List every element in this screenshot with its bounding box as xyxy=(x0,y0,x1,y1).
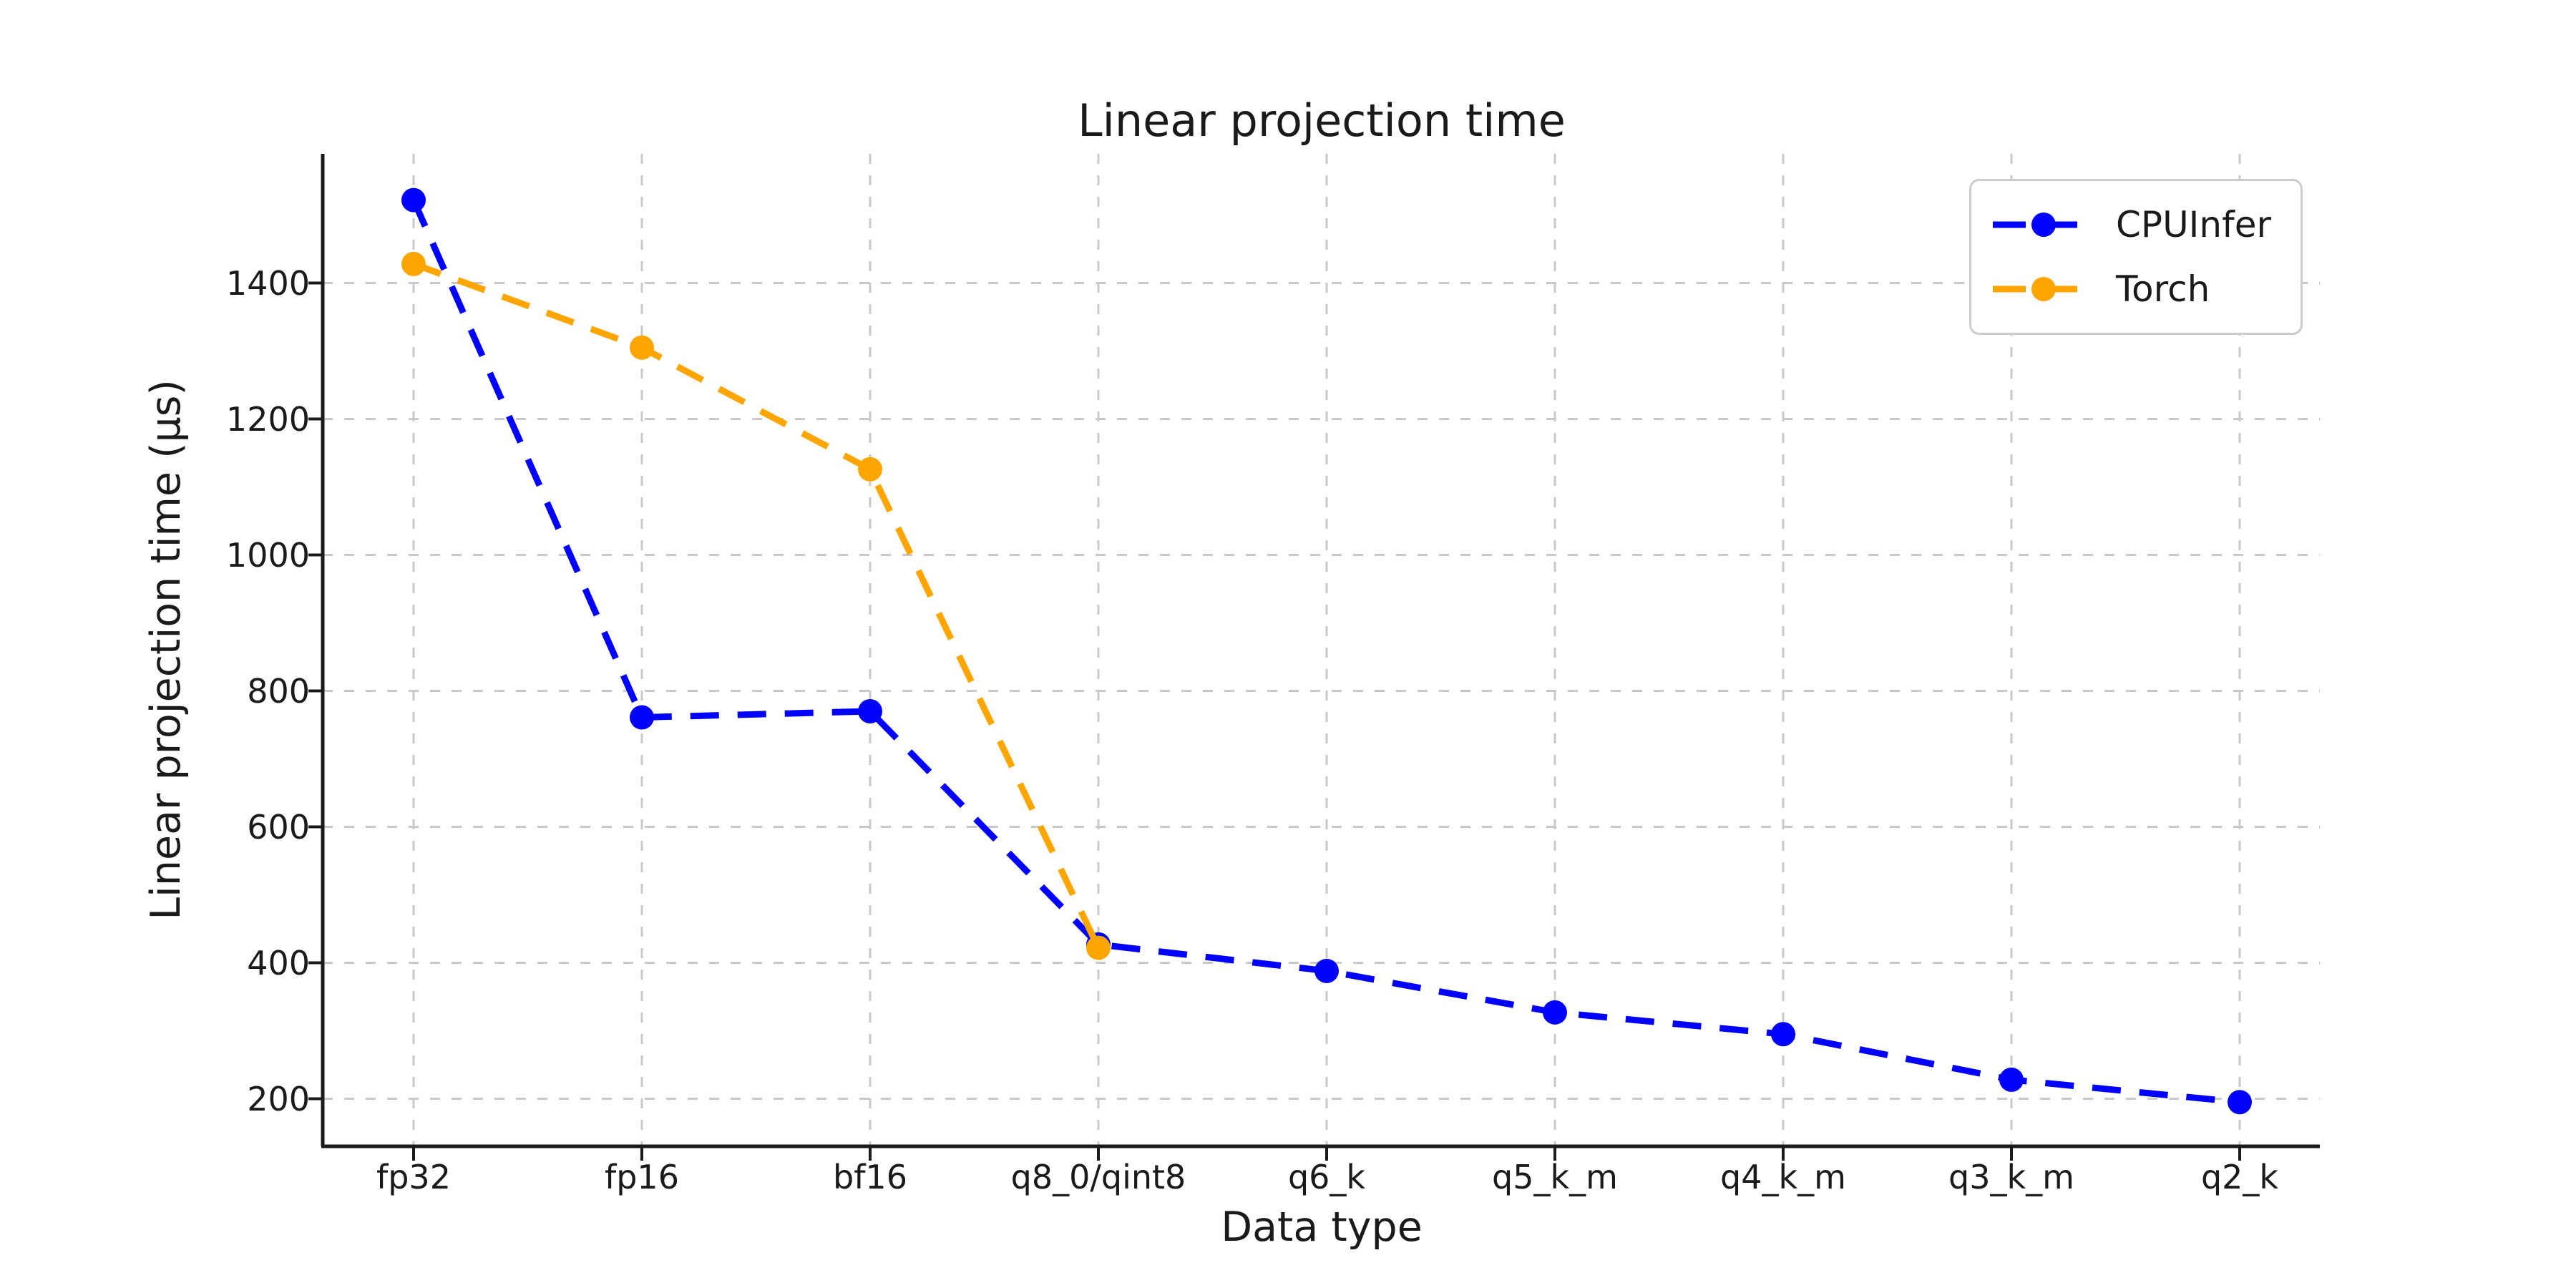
legend-label-torch: Torch xyxy=(2116,268,2210,310)
y-tick-label: 600 xyxy=(247,807,310,847)
x-tick-label: fp32 xyxy=(376,1158,451,1196)
data-point-marker-cpuinfer xyxy=(1999,1067,2024,1092)
data-point-marker-cpuinfer xyxy=(858,699,882,723)
data-point-marker-cpuinfer xyxy=(1543,1000,1567,1025)
legend-line-marker-torch-icon xyxy=(1993,277,2094,301)
legend: CPUInfer Torch xyxy=(1969,179,2303,335)
x-axis-label: Data type xyxy=(1221,1204,1423,1251)
series-line-torch xyxy=(412,260,1102,950)
y-tick-label: 800 xyxy=(247,671,310,711)
y-tick-label: 200 xyxy=(247,1079,310,1118)
x-tick-label: q5_k_m xyxy=(1492,1158,1618,1196)
x-tick-label: q6_k xyxy=(1287,1158,1366,1196)
legend-label-cpuinfer: CPUInfer xyxy=(2116,204,2272,245)
data-point-marker-torch xyxy=(858,457,882,482)
x-tick-label: fp16 xyxy=(605,1158,679,1196)
y-tick-label: 1400 xyxy=(225,263,310,303)
x-tick-label: q8_0/qint8 xyxy=(1010,1158,1186,1196)
y-tick-label: 1200 xyxy=(225,399,310,439)
x-tick-label: q3_k_m xyxy=(1948,1158,2074,1196)
x-tick-label: q4_k_m xyxy=(1720,1158,1846,1196)
legend-item-cpuinfer: CPUInfer xyxy=(1990,204,2301,245)
legend-item-torch: Torch xyxy=(1990,268,2301,310)
legend-line-marker-cpuinfer-icon xyxy=(1993,213,2094,237)
data-point-marker-cpuinfer xyxy=(2228,1090,2252,1115)
chart-title: Linear projection time xyxy=(1078,94,1566,147)
y-tick-label: 1000 xyxy=(225,535,310,575)
x-tick-label: bf16 xyxy=(833,1158,907,1196)
data-point-marker-cpuinfer xyxy=(1771,1022,1795,1047)
data-point-marker-cpuinfer xyxy=(630,705,654,730)
data-point-marker-torch xyxy=(1086,935,1111,960)
data-point-marker-cpuinfer xyxy=(1314,958,1339,983)
data-point-marker-cpuinfer xyxy=(401,187,426,213)
data-point-marker-torch xyxy=(401,251,426,276)
x-tick-label: q2_k xyxy=(2200,1158,2279,1196)
y-tick-label: 400 xyxy=(247,943,310,982)
data-point-marker-torch xyxy=(630,335,654,360)
